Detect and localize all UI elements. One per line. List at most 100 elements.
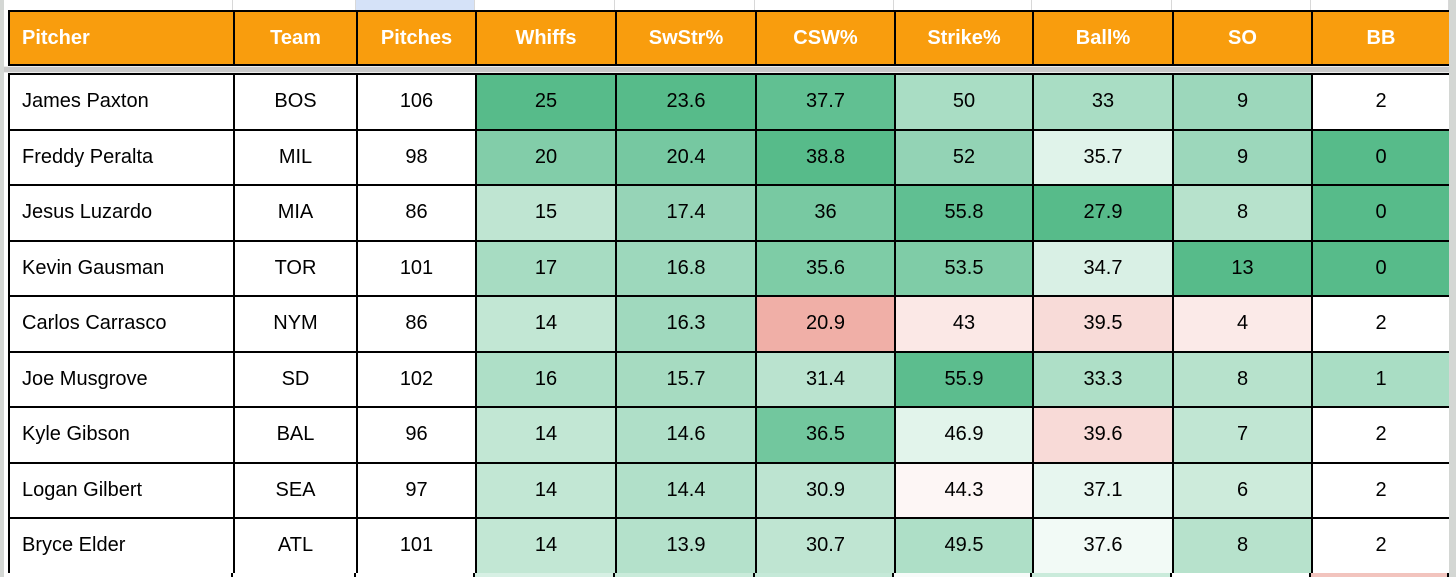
cell-ball-r5[interactable]: 39.5 xyxy=(1034,297,1174,351)
cell-swstr-r6[interactable]: 15.7 xyxy=(617,352,757,406)
cell-team-r2[interactable]: MIL xyxy=(235,130,358,184)
header-cell-bb[interactable]: BB xyxy=(1313,12,1451,64)
cell-so-r5[interactable]: 4 xyxy=(1174,297,1313,351)
cell-ball-r1[interactable]: 33 xyxy=(1034,75,1174,129)
cell-pitches-r5[interactable]: 86 xyxy=(358,297,477,351)
cell-pitches-r1[interactable]: 106 xyxy=(358,75,477,129)
cell-csw-r8[interactable]: 30.9 xyxy=(757,463,896,517)
top-strip-cell[interactable] xyxy=(8,0,233,10)
header-cell-whiffs[interactable]: Whiffs xyxy=(477,12,617,64)
cell-strike-r8[interactable]: 44.3 xyxy=(896,463,1034,517)
cell-bb-r3[interactable]: 0 xyxy=(1313,186,1451,240)
top-strip-cell[interactable] xyxy=(1032,0,1172,10)
top-strip-cell[interactable] xyxy=(615,0,755,10)
cell-team-r3[interactable]: MIA xyxy=(235,186,358,240)
cell-so-r3[interactable]: 8 xyxy=(1174,186,1313,240)
cell-pitcher-r8[interactable]: Logan Gilbert xyxy=(10,463,235,517)
cell-bb-r1[interactable]: 2 xyxy=(1313,75,1451,129)
cell-ball-r4[interactable]: 34.7 xyxy=(1034,241,1174,295)
cell-ball-r8[interactable]: 37.1 xyxy=(1034,463,1174,517)
cell-pitches-r8[interactable]: 97 xyxy=(358,463,477,517)
cell-whiffs-r3[interactable]: 15 xyxy=(477,186,617,240)
cell-pitcher-r1[interactable]: James Paxton xyxy=(10,75,235,129)
cell-strike-r9[interactable]: 49.5 xyxy=(896,519,1034,573)
header-cell-pitcher[interactable]: Pitcher xyxy=(10,12,235,64)
cell-ball-r3[interactable]: 27.9 xyxy=(1034,186,1174,240)
cell-csw-r3[interactable]: 36 xyxy=(757,186,896,240)
cell-swstr-r5[interactable]: 16.3 xyxy=(617,297,757,351)
cell-so-r4[interactable]: 13 xyxy=(1174,241,1313,295)
cell-pitches-r7[interactable]: 96 xyxy=(358,408,477,462)
cell-strike-r6[interactable]: 55.9 xyxy=(896,352,1034,406)
cell-csw-r5[interactable]: 20.9 xyxy=(757,297,896,351)
cell-so-r7[interactable]: 7 xyxy=(1174,408,1313,462)
cell-team-r1[interactable]: BOS xyxy=(235,75,358,129)
cell-team-r5[interactable]: NYM xyxy=(235,297,358,351)
cell-whiffs-r1[interactable]: 25 xyxy=(477,75,617,129)
cell-swstr-r8[interactable]: 14.4 xyxy=(617,463,757,517)
top-strip-cell[interactable] xyxy=(1172,0,1311,10)
cell-team-r7[interactable]: BAL xyxy=(235,408,358,462)
cell-bb-r6[interactable]: 1 xyxy=(1313,352,1451,406)
cell-csw-r1[interactable]: 37.7 xyxy=(757,75,896,129)
cell-pitches-r9[interactable]: 101 xyxy=(358,519,477,573)
cell-so-r9[interactable]: 8 xyxy=(1174,519,1313,573)
cell-pitches-r3[interactable]: 86 xyxy=(358,186,477,240)
cell-pitcher-r3[interactable]: Jesus Luzardo xyxy=(10,186,235,240)
cell-team-r9[interactable]: ATL xyxy=(235,519,358,573)
cell-ball-r7[interactable]: 39.6 xyxy=(1034,408,1174,462)
cell-pitcher-r7[interactable]: Kyle Gibson xyxy=(10,408,235,462)
cell-whiffs-r8[interactable]: 14 xyxy=(477,463,617,517)
header-cell-team[interactable]: Team xyxy=(235,12,358,64)
cell-whiffs-r5[interactable]: 14 xyxy=(477,297,617,351)
cell-strike-r4[interactable]: 53.5 xyxy=(896,241,1034,295)
cell-swstr-r9[interactable]: 13.9 xyxy=(617,519,757,573)
cell-so-r8[interactable]: 6 xyxy=(1174,463,1313,517)
highlighted-cell-above-pitches[interactable] xyxy=(356,0,475,10)
top-strip-cell[interactable] xyxy=(894,0,1032,10)
cell-whiffs-r6[interactable]: 16 xyxy=(477,352,617,406)
top-strip-cell[interactable] xyxy=(1311,0,1449,10)
cell-pitcher-r4[interactable]: Kevin Gausman xyxy=(10,241,235,295)
cell-strike-r3[interactable]: 55.8 xyxy=(896,186,1034,240)
cell-whiffs-r7[interactable]: 14 xyxy=(477,408,617,462)
cell-ball-r9[interactable]: 37.6 xyxy=(1034,519,1174,573)
cell-strike-r7[interactable]: 46.9 xyxy=(896,408,1034,462)
cell-so-r2[interactable]: 9 xyxy=(1174,130,1313,184)
cell-pitcher-r9[interactable]: Bryce Elder xyxy=(10,519,235,573)
cell-swstr-r4[interactable]: 16.8 xyxy=(617,241,757,295)
cell-csw-r9[interactable]: 30.7 xyxy=(757,519,896,573)
cell-strike-r2[interactable]: 52 xyxy=(896,130,1034,184)
cell-so-r6[interactable]: 8 xyxy=(1174,352,1313,406)
cell-so-r1[interactable]: 9 xyxy=(1174,75,1313,129)
cell-swstr-r2[interactable]: 20.4 xyxy=(617,130,757,184)
cell-bb-r7[interactable]: 2 xyxy=(1313,408,1451,462)
cell-csw-r4[interactable]: 35.6 xyxy=(757,241,896,295)
cell-bb-r9[interactable]: 2 xyxy=(1313,519,1451,573)
cell-swstr-r1[interactable]: 23.6 xyxy=(617,75,757,129)
cell-team-r6[interactable]: SD xyxy=(235,352,358,406)
header-cell-ball[interactable]: Ball% xyxy=(1034,12,1174,64)
cell-team-r4[interactable]: TOR xyxy=(235,241,358,295)
cell-ball-r6[interactable]: 33.3 xyxy=(1034,352,1174,406)
cell-bb-r2[interactable]: 0 xyxy=(1313,130,1451,184)
cell-pitches-r2[interactable]: 98 xyxy=(358,130,477,184)
top-strip-cell[interactable] xyxy=(475,0,615,10)
cell-csw-r6[interactable]: 31.4 xyxy=(757,352,896,406)
cell-whiffs-r4[interactable]: 17 xyxy=(477,241,617,295)
cell-csw-r2[interactable]: 38.8 xyxy=(757,130,896,184)
header-cell-csw[interactable]: CSW% xyxy=(757,12,896,64)
cell-ball-r2[interactable]: 35.7 xyxy=(1034,130,1174,184)
cell-strike-r1[interactable]: 50 xyxy=(896,75,1034,129)
cell-bb-r8[interactable]: 2 xyxy=(1313,463,1451,517)
cell-pitches-r6[interactable]: 102 xyxy=(358,352,477,406)
cell-csw-r7[interactable]: 36.5 xyxy=(757,408,896,462)
top-strip-cell[interactable] xyxy=(755,0,894,10)
cell-pitches-r4[interactable]: 101 xyxy=(358,241,477,295)
cell-swstr-r3[interactable]: 17.4 xyxy=(617,186,757,240)
cell-swstr-r7[interactable]: 14.6 xyxy=(617,408,757,462)
cell-bb-r5[interactable]: 2 xyxy=(1313,297,1451,351)
cell-pitcher-r2[interactable]: Freddy Peralta xyxy=(10,130,235,184)
cell-whiffs-r2[interactable]: 20 xyxy=(477,130,617,184)
top-strip-cell[interactable] xyxy=(233,0,356,10)
